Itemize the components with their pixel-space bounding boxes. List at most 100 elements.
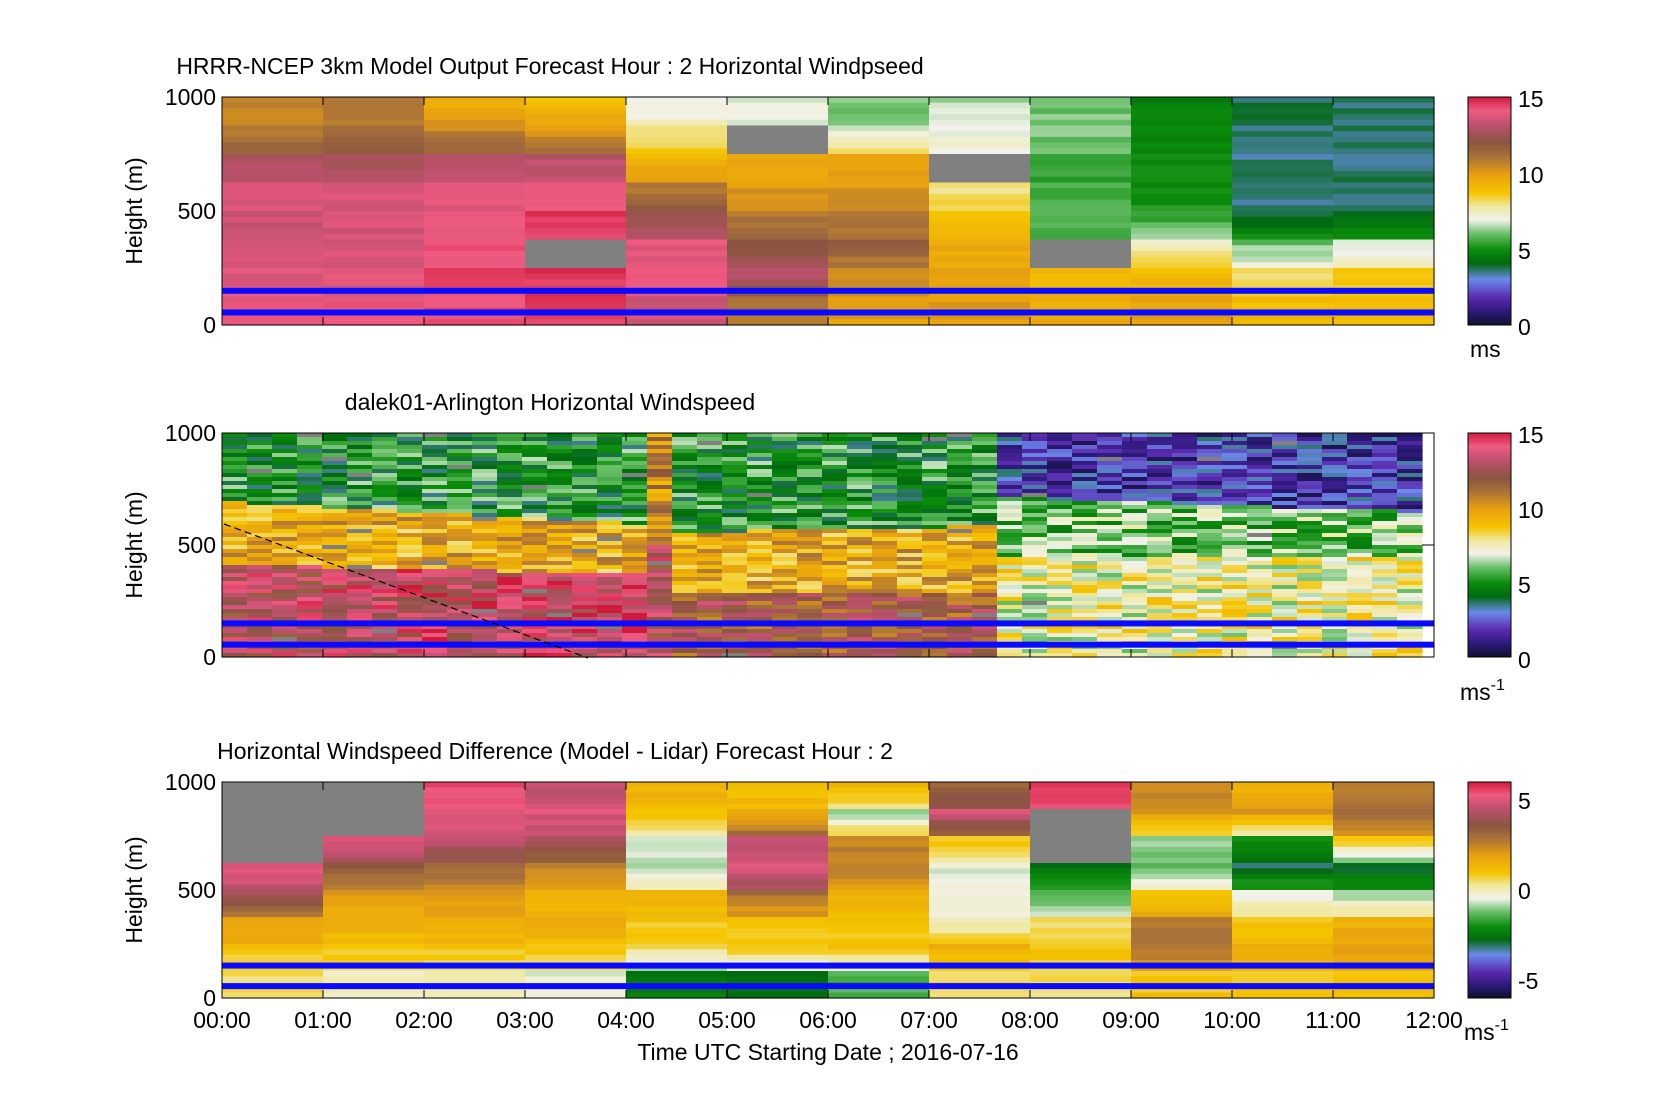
heatmap-cell — [1072, 473, 1098, 478]
heatmap-cell — [1272, 497, 1298, 502]
heatmap-cell — [922, 433, 948, 438]
heatmap-cell — [1372, 549, 1398, 554]
heatmap-cell — [1197, 637, 1223, 642]
panel-lidar-dashed-line — [223, 523, 589, 659]
heatmap-cell — [697, 533, 723, 538]
heatmap-cell — [929, 841, 1031, 848]
heatmap-cell — [1131, 125, 1233, 132]
heatmap-cell — [397, 541, 423, 546]
heatmap-cell — [1232, 188, 1334, 195]
heatmap-cell — [872, 573, 898, 578]
heatmap-cell — [1222, 573, 1248, 578]
heatmap-cell — [497, 637, 523, 642]
heatmap-cell — [828, 216, 930, 223]
heatmap-cell — [447, 565, 473, 570]
heatmap-cell — [1333, 216, 1435, 223]
heatmap-cell — [1122, 613, 1148, 618]
heatmap-cell — [1097, 609, 1123, 614]
heatmap-cell — [1072, 465, 1098, 470]
heatmap-cell — [822, 593, 848, 598]
heatmap-cell — [597, 441, 623, 446]
heatmap-cell — [929, 193, 1031, 201]
heatmap-cell — [447, 593, 473, 598]
heatmap-cell — [1247, 449, 1273, 454]
heatmap-cell — [1047, 569, 1073, 574]
heatmap-cell — [747, 521, 773, 526]
heatmap-cell — [1197, 513, 1223, 518]
heatmap-cell — [972, 485, 998, 490]
heatmap-cell — [1297, 493, 1323, 498]
heatmap-cell — [1122, 629, 1148, 634]
heatmap-cell — [727, 949, 829, 956]
heatmap-cell — [323, 97, 425, 104]
heatmap-cell — [372, 569, 398, 574]
heatmap-cell — [997, 589, 1023, 594]
heatmap-cell — [626, 211, 728, 218]
heatmap-cell — [722, 625, 748, 630]
heatmap-cell — [323, 873, 425, 880]
heatmap-cell — [929, 256, 1031, 263]
heatmap-cell — [323, 262, 425, 269]
heatmap-cell — [722, 449, 748, 454]
heatmap-cell — [697, 473, 723, 478]
heatmap-cell — [672, 545, 698, 550]
heatmap-cell — [247, 469, 273, 474]
heatmap-cell — [947, 485, 973, 490]
heatmap-cell — [1372, 637, 1398, 642]
heatmap-cell — [626, 148, 728, 155]
heatmap-cell — [1272, 513, 1298, 518]
heatmap-cell — [597, 589, 623, 594]
heatmap-cell — [672, 453, 698, 458]
heatmap-cell — [1172, 545, 1198, 550]
heatmap-cell — [472, 529, 498, 534]
heatmap-cell — [1122, 545, 1148, 550]
heatmap-cell — [828, 836, 930, 842]
heatmap-cell — [1047, 653, 1073, 658]
heatmap-cell — [922, 513, 948, 518]
heatmap-cell — [1097, 589, 1123, 594]
heatmap-cell — [697, 597, 723, 602]
heatmap-cell — [447, 513, 473, 518]
heatmap-cell — [1272, 549, 1298, 554]
heatmap-cell — [272, 521, 298, 526]
heatmap-cell — [647, 469, 673, 474]
heatmap-cell — [947, 597, 973, 602]
heatmap-cell — [497, 601, 523, 606]
heatmap-cell — [397, 637, 423, 642]
heatmap-cell — [1347, 469, 1373, 474]
heatmap-cell — [447, 649, 473, 654]
heatmap-cell — [1397, 549, 1423, 554]
heatmap-cell — [424, 846, 526, 853]
heatmap-cell — [1172, 505, 1198, 510]
heatmap-cell — [347, 565, 373, 570]
heatmap-cell — [222, 125, 324, 132]
heatmap-cell — [872, 613, 898, 618]
heatmap-cell — [847, 581, 873, 586]
heatmap-cell — [1372, 553, 1398, 558]
heatmap-cell — [929, 857, 1031, 864]
heatmap-cell — [1172, 617, 1198, 622]
heatmap-cell — [322, 633, 348, 638]
heatmap-cell — [1197, 437, 1223, 442]
heatmap-cell — [322, 445, 348, 450]
heatmap-cell — [828, 830, 930, 837]
heatmap-cell — [897, 605, 923, 610]
heatmap-cell — [372, 449, 398, 454]
heatmap-cell — [897, 441, 923, 446]
heatmap-cell — [1131, 841, 1233, 848]
heatmap-cell — [1333, 148, 1435, 155]
heatmap-cell — [1333, 296, 1435, 303]
heatmap-cell — [322, 569, 348, 574]
heatmap-cell — [1347, 473, 1373, 478]
heatmap-cell — [1372, 613, 1398, 618]
heatmap-cell — [1297, 577, 1323, 582]
x-tick-labels: 00:00 01:00 02:00 03:00 04:00 05:00 06:00 07:00… — [193, 1007, 1463, 1033]
heatmap-cell — [772, 529, 798, 534]
heatmap-cell — [1147, 505, 1173, 510]
heatmap-cell — [1172, 473, 1198, 478]
heatmap-cell — [1197, 649, 1223, 654]
heatmap-cell — [222, 987, 324, 994]
heatmap-cell — [1222, 529, 1248, 534]
heatmap-cell — [872, 553, 898, 558]
heatmap-cell — [747, 633, 773, 638]
